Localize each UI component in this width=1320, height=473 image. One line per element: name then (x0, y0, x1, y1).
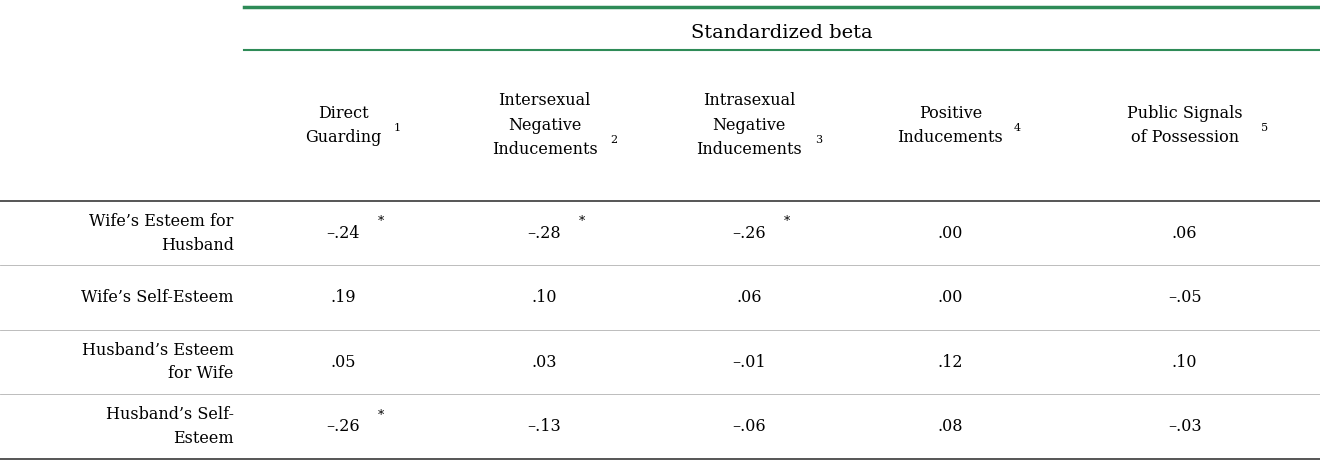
Text: –.24: –.24 (326, 225, 360, 242)
Text: *: * (579, 215, 585, 228)
Text: *: * (784, 215, 789, 228)
Text: Positive: Positive (919, 105, 982, 122)
Text: Husband’s Self-: Husband’s Self- (106, 406, 234, 423)
Text: Wife’s Self-Esteem: Wife’s Self-Esteem (81, 289, 234, 306)
Text: .10: .10 (532, 289, 557, 306)
Text: –.26: –.26 (326, 418, 360, 435)
Text: Esteem: Esteem (173, 430, 234, 447)
Text: Negative: Negative (508, 117, 581, 134)
Text: 1: 1 (393, 123, 400, 133)
Text: *: * (378, 215, 384, 228)
Text: .12: .12 (937, 354, 964, 371)
Text: *: * (378, 409, 384, 422)
Text: .10: .10 (1172, 354, 1197, 371)
Text: Public Signals: Public Signals (1127, 105, 1242, 122)
Text: Inducements: Inducements (491, 141, 598, 158)
Text: Intrasexual: Intrasexual (704, 92, 795, 109)
Text: .00: .00 (937, 289, 964, 306)
Text: Inducements: Inducements (696, 141, 803, 158)
Text: –.01: –.01 (733, 354, 766, 371)
Text: for Wife: for Wife (168, 366, 234, 383)
Text: Guarding: Guarding (305, 129, 381, 146)
Text: of Possession: of Possession (1131, 129, 1238, 146)
Text: –.05: –.05 (1168, 289, 1201, 306)
Text: –.06: –.06 (733, 418, 766, 435)
Text: Direct: Direct (318, 105, 368, 122)
Text: .06: .06 (1172, 225, 1197, 242)
Text: –.26: –.26 (733, 225, 766, 242)
Text: .06: .06 (737, 289, 762, 306)
Text: 3: 3 (816, 135, 822, 146)
Text: 4: 4 (1014, 123, 1020, 133)
Text: 2: 2 (610, 135, 618, 146)
Text: .08: .08 (937, 418, 964, 435)
Text: –.13: –.13 (528, 418, 561, 435)
Text: 5: 5 (1262, 123, 1269, 133)
Text: .00: .00 (937, 225, 964, 242)
Text: –.03: –.03 (1168, 418, 1201, 435)
Text: .05: .05 (330, 354, 356, 371)
Text: Negative: Negative (713, 117, 785, 134)
Text: –.28: –.28 (528, 225, 561, 242)
Text: Inducements: Inducements (898, 129, 1003, 146)
Text: Intersexual: Intersexual (499, 92, 590, 109)
Text: Husband’s Esteem: Husband’s Esteem (82, 342, 234, 359)
Text: Husband: Husband (161, 236, 234, 254)
Text: Standardized beta: Standardized beta (692, 24, 873, 42)
Text: Wife’s Esteem for: Wife’s Esteem for (90, 213, 234, 230)
Text: .19: .19 (330, 289, 356, 306)
Text: .03: .03 (532, 354, 557, 371)
